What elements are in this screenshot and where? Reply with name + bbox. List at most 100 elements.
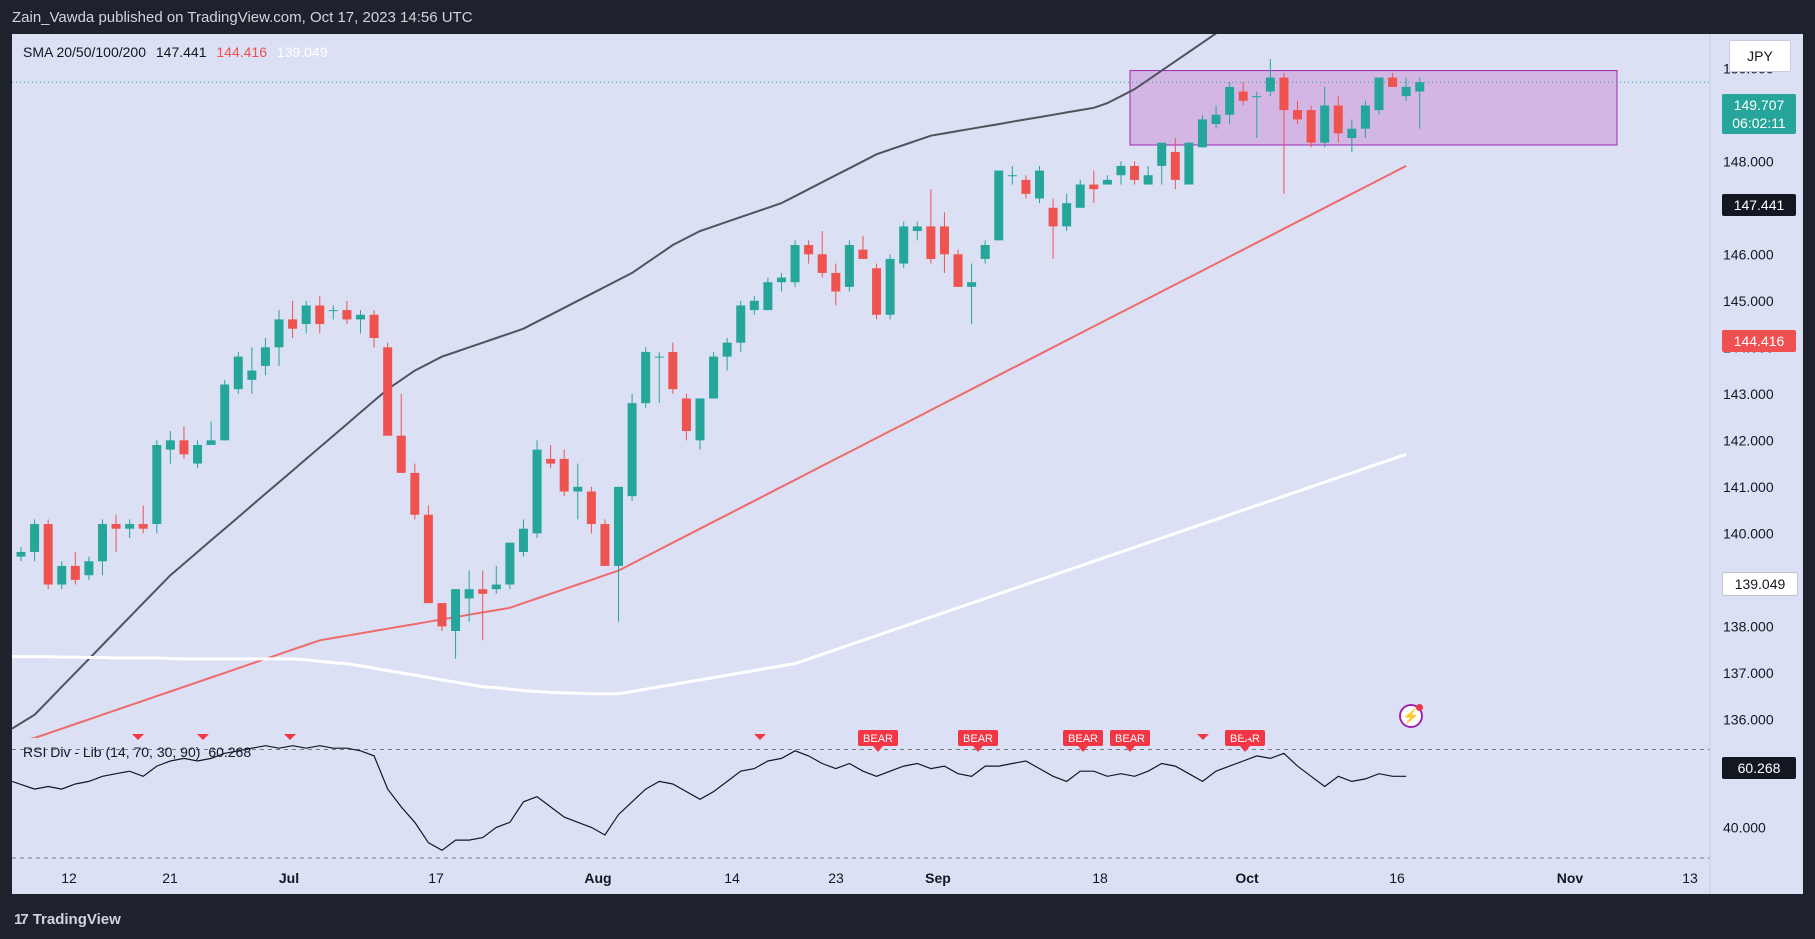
candle-body: [1143, 175, 1153, 185]
bear-label: BEAR: [1068, 733, 1098, 745]
candle-body: [1347, 128, 1357, 139]
rsi-value-tag: 60.268: [1722, 757, 1796, 779]
candle-body: [315, 305, 325, 325]
sma-line-0: [12, 34, 1217, 730]
candle-body: [165, 440, 175, 450]
price-axis-tick: 138.000: [1723, 618, 1774, 634]
candle-body: [111, 524, 121, 529]
sma50-price-tag: 147.441: [1722, 194, 1796, 216]
currency-button[interactable]: JPY: [1729, 40, 1791, 72]
candle-body: [1197, 119, 1207, 148]
time-axis-tick: Oct: [1235, 870, 1259, 886]
tv-logo-icon: 17: [14, 911, 29, 928]
tradingview-logo[interactable]: 17 TradingView: [14, 911, 121, 928]
candle-body: [383, 347, 393, 436]
candle-body: [1211, 114, 1221, 125]
candle-body: [736, 305, 746, 343]
price-axis-tick: 142.000: [1723, 432, 1774, 448]
time-axis-tick: 14: [724, 870, 740, 886]
candle-body: [776, 277, 786, 283]
bear-marker: [284, 734, 296, 740]
candle-body: [1401, 86, 1411, 97]
candle-body: [709, 356, 719, 399]
candle-body: [899, 226, 909, 264]
price-axis-tick: 145.000: [1723, 293, 1774, 309]
time-axis-tick: 17: [428, 870, 444, 886]
candle-body: [518, 528, 528, 552]
candle-body: [695, 398, 705, 441]
candle-body: [1374, 77, 1384, 111]
candle-body: [1130, 165, 1140, 180]
candle-body: [410, 472, 420, 515]
candle-body: [138, 524, 148, 529]
candle-body: [1252, 96, 1262, 98]
candle-body: [1062, 203, 1072, 227]
bear-marker: [197, 734, 209, 740]
candle-body: [722, 342, 732, 357]
candle-body: [16, 551, 26, 557]
lightning-icon[interactable]: ⚡: [1399, 704, 1423, 728]
bear-label-box: [1063, 730, 1103, 746]
sma100-price-tag: 144.416: [1722, 330, 1796, 352]
bear-label: BEAR: [1230, 733, 1260, 745]
bear-label-pointer: [1125, 746, 1135, 752]
last-price-tag: 149.707 06:02:11: [1722, 94, 1796, 134]
candle-body: [885, 258, 895, 315]
candle-body: [274, 319, 284, 348]
candle-body: [97, 524, 107, 562]
candle-body: [1306, 110, 1316, 143]
candle-body: [437, 603, 447, 627]
chart-frame: [12, 34, 1803, 894]
candle-body: [464, 589, 474, 599]
candle-body: [301, 305, 311, 325]
candle-body: [179, 440, 189, 455]
bar-countdown: 06:02:11: [1732, 115, 1786, 131]
last-price-value: 149.707: [1733, 97, 1785, 113]
candle-body: [1360, 105, 1370, 129]
candle-body: [926, 226, 936, 259]
candle-body: [980, 244, 990, 259]
candle-body: [573, 486, 583, 492]
candle-body: [1415, 82, 1425, 92]
bear-label-pointer: [873, 746, 883, 752]
bear-marker: [1241, 734, 1253, 740]
candle-body: [912, 226, 922, 232]
candle-body: [1048, 207, 1058, 227]
candle-body: [247, 370, 257, 380]
candle-body: [939, 226, 949, 255]
candle-body: [396, 435, 406, 473]
publisher-bar: Zain_Vawda published on TradingView.com,…: [0, 0, 1815, 34]
candle-body: [994, 170, 1004, 241]
candle-body: [206, 440, 216, 445]
bear-label-pointer: [1078, 746, 1088, 752]
time-axis-tick: 18: [1092, 870, 1108, 886]
bear-label-box: [958, 730, 998, 746]
candle-body: [1279, 77, 1289, 111]
candle-body: [953, 254, 963, 287]
bear-marker: [754, 734, 766, 740]
rsi-legend: RSI Div - Lib (14, 70, 30, 90) 60.268: [23, 744, 251, 760]
candle-body: [749, 300, 759, 311]
sma-legend: SMA 20/50/100/200 147.441 144.416 139.04…: [23, 44, 328, 60]
sma200-price-tag: 139.049: [1722, 572, 1798, 596]
time-axis-tick: Jul: [279, 870, 299, 886]
time-axis-tick: 21: [162, 870, 178, 886]
sma-legend-value-100: 144.416: [216, 44, 267, 60]
candle-body: [1075, 184, 1085, 208]
price-axis-tick: 137.000: [1723, 665, 1774, 681]
time-axis-tick: Aug: [584, 870, 611, 886]
candle-body: [328, 310, 338, 312]
footer-bar: 17 TradingView: [0, 902, 1815, 939]
publisher-line: Zain_Vawda published on TradingView.com,…: [12, 9, 473, 26]
candle-body: [872, 268, 882, 315]
candle-body: [1089, 184, 1099, 190]
candle-body: [342, 310, 352, 320]
price-axis-tick: 136.000: [1723, 711, 1774, 727]
price-chart[interactable]: BEARBEARBEARBEARBEAR150.000149.000148.00…: [12, 34, 1803, 894]
candle-body: [1333, 105, 1343, 134]
bear-label-box: [1110, 730, 1150, 746]
candle-body: [43, 524, 53, 585]
price-axis-tick: 143.000: [1723, 386, 1774, 402]
candle-body: [478, 589, 488, 594]
candle-body: [70, 565, 80, 580]
